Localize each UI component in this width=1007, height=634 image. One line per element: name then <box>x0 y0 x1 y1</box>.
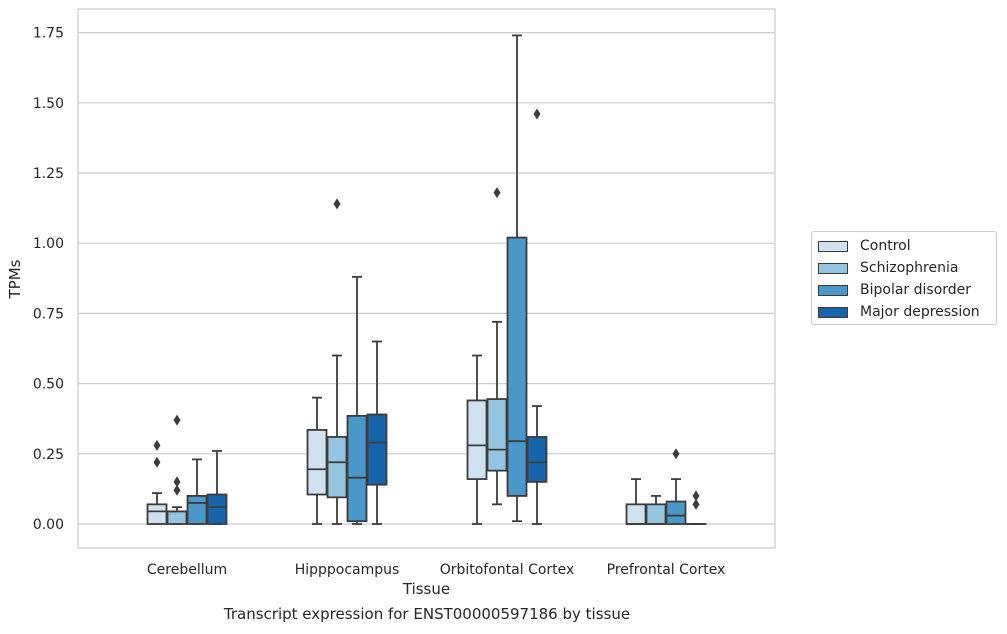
outlier-marker <box>153 456 161 468</box>
legend-item-major-depression: Major depression <box>818 302 980 322</box>
box-control-prefrontal-cortex <box>625 478 647 525</box>
legend-label-bipolar-disorder: Bipolar disorder <box>860 282 972 298</box>
box-bipolar-disorder-orbitofontal-cortex <box>506 34 528 523</box>
y-axis-ticks: 0.00 0.25 0.50 0.75 1.00 1.25 1.50 1.75 <box>33 26 64 533</box>
box-body <box>665 500 687 525</box>
box-bipolar-disorder-prefrontal-cortex <box>665 448 687 525</box>
outlier-marker <box>493 187 501 199</box>
legend-item-schizophrenia: Schizophrenia <box>818 258 958 278</box>
box-body <box>625 503 647 525</box>
box-control-hipppocampus <box>306 396 328 525</box>
box-control-cerebellum <box>146 439 168 525</box>
y-tick-label: 1.75 <box>33 26 64 42</box>
legend-swatch-schizophrenia <box>818 262 848 274</box>
legend-label-control: Control <box>860 238 911 254</box>
box-body <box>326 436 348 499</box>
box-schizophrenia-cerebellum <box>166 414 188 525</box>
x-tick-label-cerebellum: Cerebellum <box>147 562 227 578</box>
x-tick-label-hipppocampus: Hipppocampus <box>295 562 400 578</box>
outlier-marker <box>153 439 161 451</box>
outlier-marker <box>672 448 680 460</box>
outlier-marker <box>333 198 341 210</box>
box-body <box>146 503 168 525</box>
box-schizophrenia-orbitofontal-cortex <box>486 187 508 506</box>
legend-label-schizophrenia: Schizophrenia <box>860 260 959 276</box>
y-tick-label: 0.00 <box>33 517 64 533</box>
outlier-marker <box>173 484 181 496</box>
box-schizophrenia-prefrontal-cortex <box>645 495 667 525</box>
legend-swatch-bipolar-disorder <box>818 284 848 296</box>
box-body <box>506 236 528 497</box>
legend-swatch-control <box>818 240 848 252</box>
y-tick-label: 1.50 <box>33 96 64 112</box>
y-tick-label: 0.75 <box>33 306 64 322</box>
box-body <box>645 503 667 525</box>
outlier-marker <box>533 108 541 120</box>
x-tick-label-prefrontal-cortex: Prefrontal Cortex <box>607 562 726 578</box>
box-body <box>486 398 508 472</box>
box-control-orbitofontal-cortex <box>466 354 488 525</box>
outlier-marker <box>692 498 700 510</box>
chart-caption: Transcript expression for ENST0000059718… <box>223 605 631 623</box>
box-body <box>526 436 548 483</box>
y-tick-label: 1.25 <box>33 166 64 182</box>
box-body <box>366 413 388 486</box>
outlier-marker <box>173 414 181 426</box>
box-body <box>166 510 188 525</box>
legend-label-major-depression: Major depression <box>860 304 980 320</box>
legend-item-control: Control <box>818 236 911 256</box>
box-schizophrenia-hipppocampus <box>326 198 348 525</box>
box-major-depression-prefrontal-cortex <box>685 490 707 525</box>
box-body <box>206 493 228 525</box>
boxes <box>146 34 707 525</box>
outlier-marker <box>173 476 181 488</box>
box-body <box>346 414 368 523</box>
y-axis-label: TPMs <box>6 259 24 299</box>
x-axis-ticks: Cerebellum Hipppocampus Orbitofontal Corte… <box>147 562 725 578</box>
box-body <box>186 495 208 525</box>
legend-item-bipolar-disorder: Bipolar disorder <box>818 280 971 300</box>
x-tick-label-orbitofontal-cortex: Orbitofontal Cortex <box>440 562 575 578</box>
y-tick-label: 0.50 <box>33 377 64 393</box>
box-major-depression-hipppocampus <box>366 340 388 525</box>
box-bipolar-disorder-cerebellum <box>186 458 208 525</box>
plot-frame <box>77 8 776 549</box>
box-bipolar-disorder-hipppocampus <box>346 275 368 525</box>
gridlines <box>78 31 775 525</box>
box-body <box>306 429 328 496</box>
box-body <box>466 399 488 480</box>
y-tick-label: 0.25 <box>33 447 64 463</box>
legend: Control Schizophrenia Bipolar disorder M… <box>811 231 997 325</box>
box-major-depression-orbitofontal-cortex <box>526 108 548 525</box>
outlier-marker <box>692 490 700 502</box>
x-axis-label: Tissue <box>402 580 450 598</box>
y-tick-label: 1.00 <box>33 236 64 252</box>
box-major-depression-cerebellum <box>206 450 228 525</box>
legend-swatch-major-depression <box>818 306 848 318</box>
